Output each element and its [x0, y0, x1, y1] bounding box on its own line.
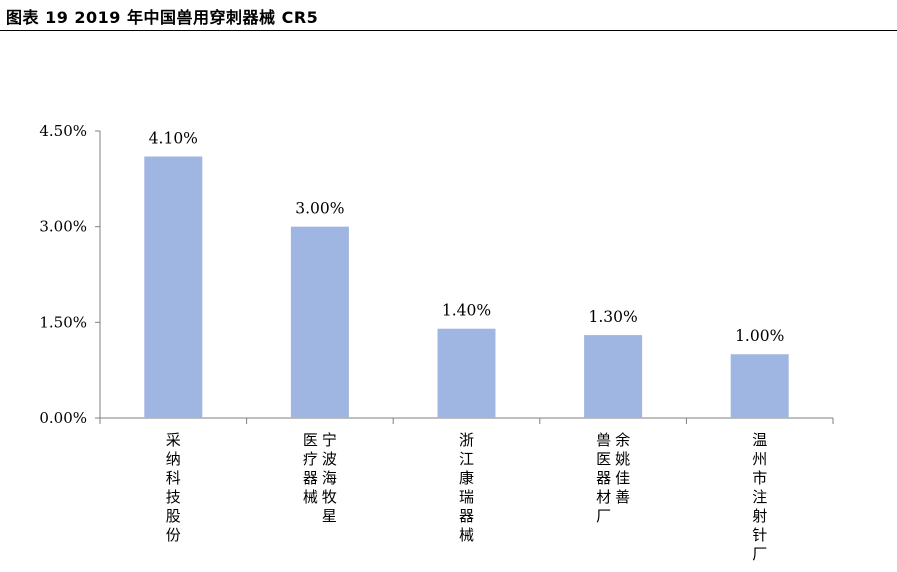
category-char: 医: [303, 431, 318, 449]
title-divider: [0, 30, 897, 31]
labels-group: 4.10%采纳科技股份3.00%宁波海牧星医疗器械1.40%浙江康瑞器械1.30…: [149, 130, 785, 563]
category-char: 善: [615, 488, 630, 506]
y-tick-label: 1.50%: [39, 313, 87, 331]
category-char: 注: [752, 488, 767, 506]
category-char: 材: [596, 488, 611, 506]
category-char: 姚: [615, 450, 630, 468]
category-char: 射: [752, 507, 767, 525]
category-char: 厂: [596, 507, 611, 525]
category-char: 医: [596, 450, 611, 468]
category-char: 瑞: [459, 488, 474, 506]
axes-group: 0.00% 1.50% 3.00% 4.50%: [39, 122, 834, 427]
category-char: 采: [166, 431, 181, 449]
bar: [437, 328, 496, 418]
category-char: 温: [752, 431, 767, 449]
y-tick-label: 0.00%: [39, 409, 87, 427]
category-char: 波: [322, 450, 337, 468]
category-char: 康: [459, 469, 474, 487]
category-char: 股: [166, 507, 181, 525]
category-char: 江: [459, 450, 474, 468]
category-char: 器: [596, 469, 611, 487]
bar: [730, 354, 789, 418]
category-char: 针: [752, 526, 767, 544]
y-tick-label: 3.00%: [39, 218, 87, 236]
data-label: 1.30%: [588, 308, 637, 326]
data-label: 4.10%: [149, 130, 198, 148]
category-char: 科: [166, 469, 181, 487]
category-char: 星: [322, 507, 337, 525]
data-label: 1.00%: [735, 327, 784, 345]
figure-title: 图表 19 2019 年中国兽用穿刺器械 CR5: [6, 8, 319, 27]
category-char: 械: [459, 526, 474, 544]
category-char: 牧: [322, 488, 337, 506]
category-char: 纳: [166, 450, 181, 468]
bar: [144, 156, 203, 418]
bars-group: [144, 156, 789, 418]
category-char: 厂: [752, 545, 767, 563]
category-char: 器: [303, 469, 318, 487]
category-char: 技: [166, 488, 181, 506]
category-char: 宁: [322, 431, 337, 449]
data-label: 3.00%: [295, 200, 344, 218]
category-char: 市: [752, 469, 767, 487]
data-label: 1.40%: [442, 302, 491, 320]
category-char: 佳: [615, 469, 630, 487]
bar: [584, 335, 643, 418]
category-char: 器: [459, 507, 474, 525]
y-tick-label: 4.50%: [39, 122, 87, 140]
category-char: 海: [322, 469, 337, 487]
category-char: 份: [166, 526, 181, 544]
category-char: 械: [303, 488, 318, 506]
category-char: 州: [752, 450, 767, 468]
category-char: 疗: [303, 450, 318, 468]
category-char: 浙: [459, 431, 474, 449]
bar: [290, 226, 349, 418]
category-char: 余: [615, 431, 630, 449]
category-char: 兽: [596, 431, 611, 449]
